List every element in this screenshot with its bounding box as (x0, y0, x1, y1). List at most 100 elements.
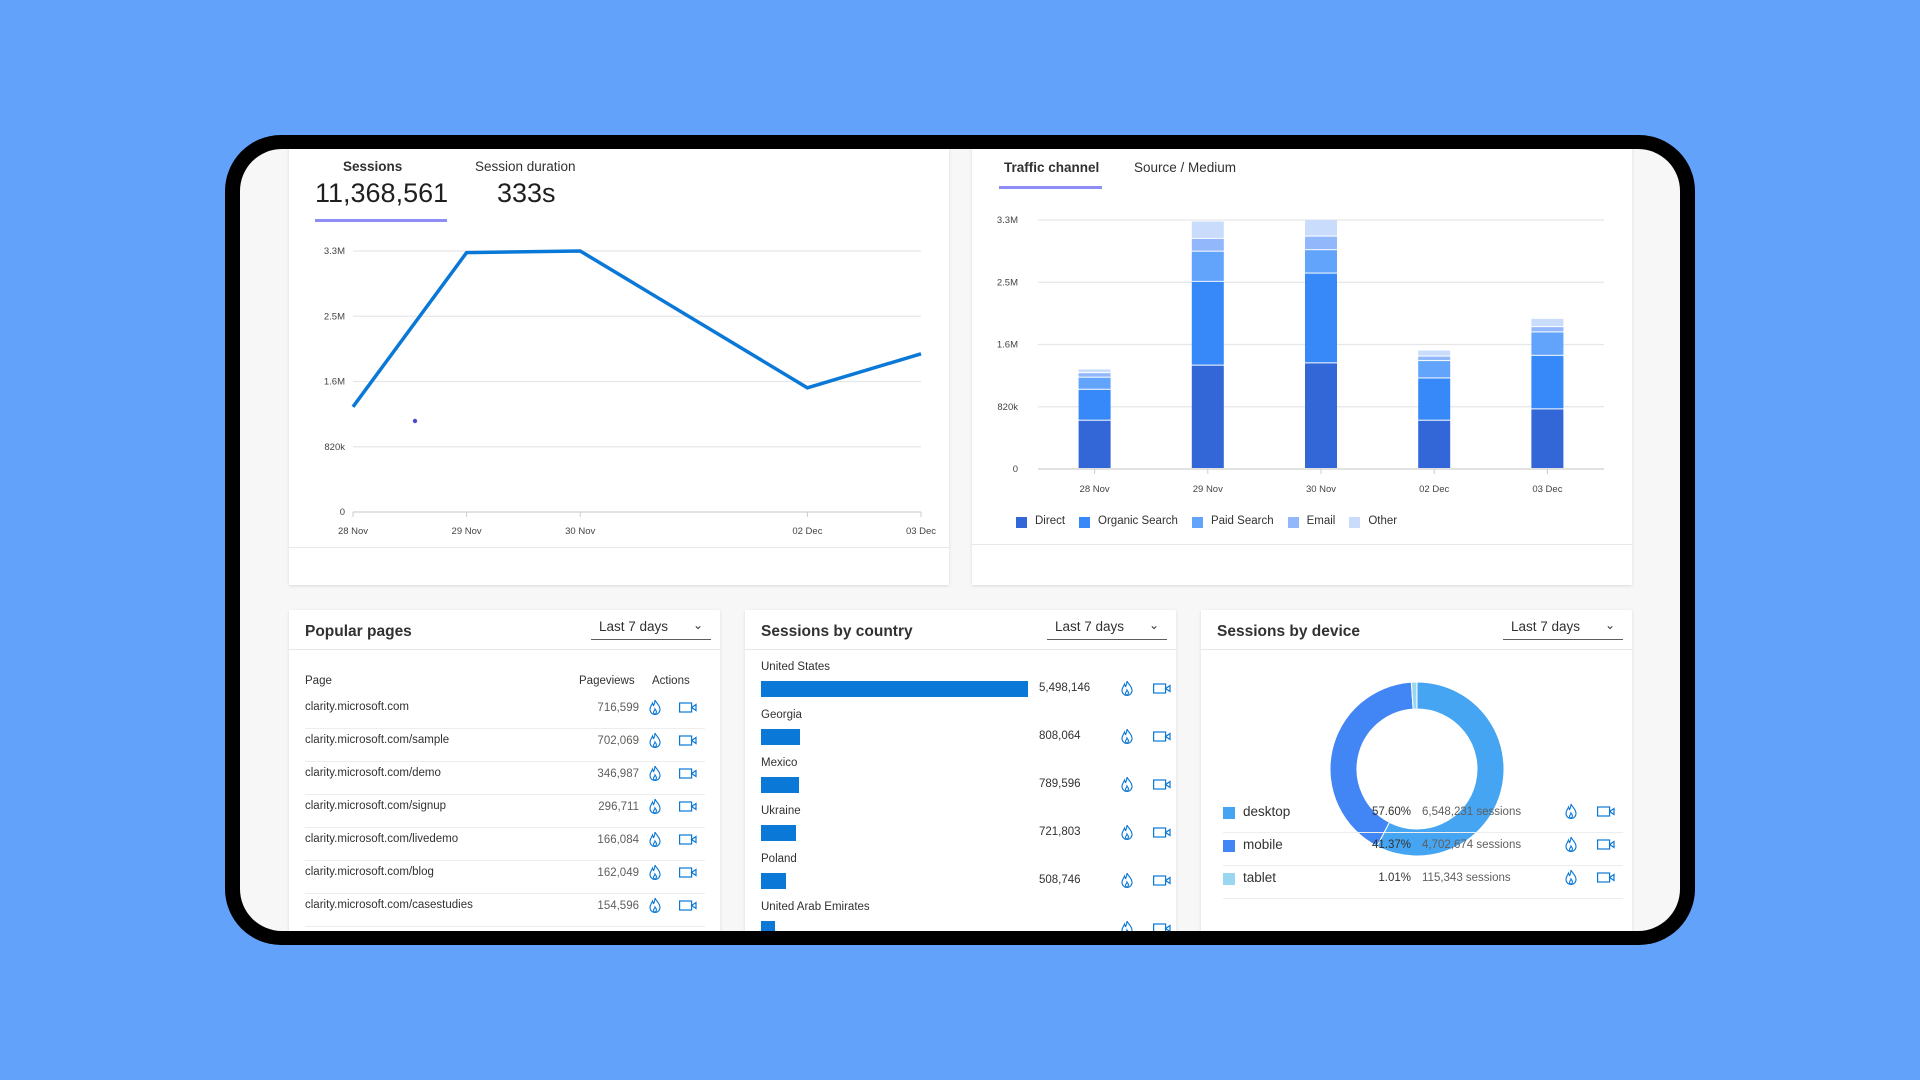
device-row[interactable]: desktop 57.60% 6,548,231 sessions (1223, 803, 1623, 836)
bar-segment-other[interactable] (1418, 350, 1451, 356)
date-range-dropdown[interactable]: Last 7 days ⌄ (1047, 618, 1167, 640)
recording-camera-icon[interactable] (1597, 806, 1615, 817)
country-row[interactable]: Poland 508,746 (761, 852, 1171, 900)
recording-camera-icon[interactable] (679, 702, 697, 713)
heatmap-flame-icon[interactable] (1121, 680, 1133, 696)
bar-segment-email[interactable] (1531, 327, 1564, 332)
bar-segment-direct[interactable] (1531, 409, 1564, 468)
device-row[interactable]: tablet 1.01% 115,343 sessions (1223, 869, 1623, 902)
bar-segment-email[interactable] (1418, 356, 1451, 361)
bar-segment-organic-search[interactable] (1191, 281, 1224, 365)
bar-segment-organic-search[interactable] (1531, 355, 1564, 409)
bar-segment-other[interactable] (1531, 318, 1564, 327)
heatmap-flame-icon[interactable] (1121, 728, 1133, 744)
bar-segment-organic-search[interactable] (1078, 389, 1111, 420)
page-url[interactable]: clarity.microsoft.com/casestudies (305, 899, 473, 911)
y-tick-label: 3.3M (324, 246, 345, 257)
recording-camera-icon[interactable] (679, 900, 697, 911)
x-tick-label: 28 Nov (338, 526, 368, 537)
device-row[interactable]: mobile 41.37% 4,702,674 sessions (1223, 836, 1623, 869)
donut-slice-tablet[interactable] (1410, 681, 1418, 710)
bar-segment-direct[interactable] (1418, 420, 1451, 468)
table-row[interactable]: clarity.microsoft.com 716,599 (305, 696, 705, 729)
heatmap-flame-icon[interactable] (649, 765, 661, 781)
card-title: Sessions by device (1217, 623, 1361, 640)
page-url[interactable]: clarity.microsoft.com/sample (305, 734, 450, 746)
bar-segment-other[interactable] (1191, 221, 1224, 238)
recording-camera-icon[interactable] (1153, 923, 1171, 931)
recording-camera-icon[interactable] (1153, 875, 1171, 886)
page-url[interactable]: clarity.microsoft.com/demo (305, 767, 441, 779)
recording-camera-icon[interactable] (679, 735, 697, 746)
recording-camera-icon[interactable] (1597, 839, 1615, 850)
table-row[interactable]: clarity.microsoft.com/signup 296,711 (305, 795, 705, 828)
heatmap-flame-icon[interactable] (649, 732, 661, 748)
recording-camera-icon[interactable] (1153, 731, 1171, 742)
heatmap-flame-icon[interactable] (649, 831, 661, 847)
legend-item[interactable]: Organic Search (1079, 514, 1178, 530)
heatmap-flame-icon[interactable] (1565, 803, 1577, 819)
page-url[interactable]: clarity.microsoft.com/livedemo (305, 833, 459, 845)
country-row[interactable]: Georgia 808,064 (761, 708, 1171, 756)
date-range-dropdown[interactable]: Last 7 days ⌄ (591, 618, 711, 640)
pageview-count: 154,596 (597, 900, 639, 912)
recording-camera-icon[interactable] (1153, 779, 1171, 790)
bar-segment-direct[interactable] (1078, 420, 1111, 468)
country-row[interactable]: United States 5,498,146 (761, 660, 1171, 708)
recording-camera-icon[interactable] (1597, 872, 1615, 883)
bar-segment-paid-search[interactable] (1305, 250, 1337, 273)
bar-segment-email[interactable] (1305, 236, 1337, 250)
heatmap-flame-icon[interactable] (649, 798, 661, 814)
heatmap-flame-icon[interactable] (1121, 824, 1133, 840)
table-row[interactable]: clarity.microsoft.com/sample 702,069 (305, 729, 705, 762)
bar-segment-organic-search[interactable] (1305, 273, 1337, 363)
country-row[interactable]: Ukraine 721,803 (761, 804, 1171, 852)
recording-camera-icon[interactable] (679, 801, 697, 812)
legend-item[interactable]: Email (1287, 514, 1335, 530)
page-url[interactable]: clarity.microsoft.com (305, 701, 409, 713)
bar-segment-other[interactable] (1078, 369, 1111, 373)
bar-segment-paid-search[interactable] (1418, 361, 1451, 378)
bar-segment-direct[interactable] (1305, 363, 1337, 468)
table-row[interactable]: clarity.microsoft.com/livedemo 166,084 (305, 828, 705, 861)
heatmap-flame-icon[interactable] (1565, 836, 1577, 852)
bar-segment-paid-search[interactable] (1531, 332, 1564, 355)
table-row[interactable]: clarity.microsoft.com/demo 346,987 (305, 762, 705, 795)
bar-segment-paid-search[interactable] (1078, 377, 1111, 389)
pageview-count: 702,069 (597, 735, 639, 747)
bar-segment-direct[interactable] (1191, 365, 1224, 468)
tab-session-duration[interactable]: Session duration 333s (475, 159, 595, 219)
page-url[interactable]: clarity.microsoft.com/signup (305, 800, 447, 812)
recording-camera-icon[interactable] (1153, 827, 1171, 838)
recording-camera-icon[interactable] (679, 834, 697, 845)
recording-camera-icon[interactable] (1153, 683, 1171, 694)
country-row[interactable]: Mexico 789,596 (761, 756, 1171, 804)
tab-traffic-channel[interactable]: Traffic channel (1004, 160, 1100, 175)
country-row[interactable]: United Arab Emirates (761, 900, 1171, 931)
heatmap-flame-icon[interactable] (649, 699, 661, 715)
bar-segment-paid-search[interactable] (1191, 251, 1224, 281)
table-row[interactable]: clarity.microsoft.com/blog 162,049 (305, 861, 705, 894)
tab-sessions[interactable]: Sessions 11,368,561 (315, 159, 448, 219)
heatmap-flame-icon[interactable] (1565, 869, 1577, 885)
heatmap-flame-icon[interactable] (1121, 776, 1133, 792)
heatmap-flame-icon[interactable] (1121, 920, 1133, 931)
bar-segment-email[interactable] (1191, 238, 1224, 251)
legend-item[interactable]: Direct (1016, 514, 1065, 530)
bar-segment-email[interactable] (1078, 373, 1111, 377)
legend-item[interactable]: Paid Search (1191, 514, 1274, 530)
legend-item[interactable]: Other (1349, 514, 1397, 530)
tab-source-medium[interactable]: Source / Medium (1134, 160, 1237, 175)
table-row[interactable]: clarity.microsoft.com/casestudies 154,596 (305, 894, 705, 927)
donut-slice-mobile[interactable] (1329, 681, 1414, 847)
page-url[interactable]: clarity.microsoft.com/blog (305, 866, 434, 878)
heatmap-flame-icon[interactable] (649, 897, 661, 913)
heatmap-flame-icon[interactable] (1121, 872, 1133, 888)
bar-segment-other[interactable] (1305, 220, 1337, 236)
recording-camera-icon[interactable] (679, 867, 697, 878)
heatmap-flame-icon[interactable] (649, 864, 661, 880)
bar-segment-organic-search[interactable] (1418, 378, 1451, 420)
donut-slice-desktop[interactable] (1376, 681, 1505, 857)
recording-camera-icon[interactable] (679, 768, 697, 779)
date-range-dropdown[interactable]: Last 7 days ⌄ (1503, 618, 1623, 640)
